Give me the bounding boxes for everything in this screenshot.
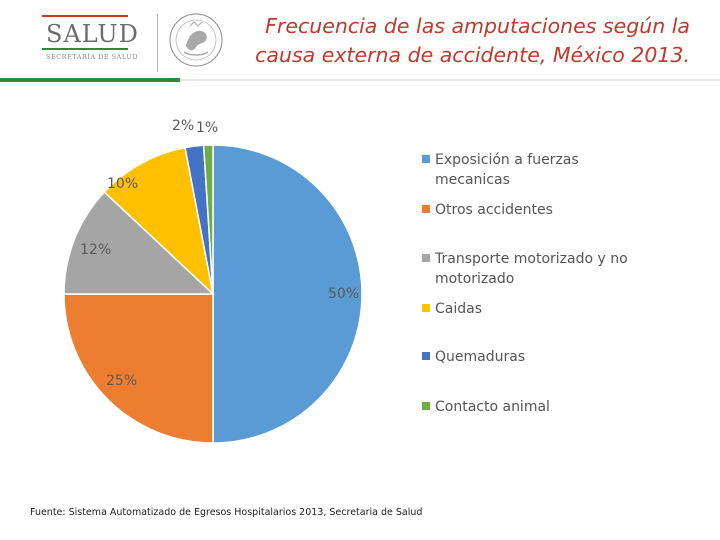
pie-slice-mecanicas: [212, 144, 363, 444]
pie-label-caidas: 10%: [107, 176, 139, 192]
source-note: Fuente: Sistema Automatizado de Egresos …: [30, 507, 423, 518]
logo-subtitle: SECRETARÍA DE SALUD: [46, 53, 139, 61]
legend-label-contacto: Contacto animal: [435, 399, 550, 415]
legend-swatch-contacto: [422, 402, 430, 410]
pie-slice-otros: [63, 293, 214, 444]
legend-swatch-otros: [422, 205, 430, 213]
legend-swatch-mecanicas: [422, 155, 430, 163]
legend-swatch-caidas: [422, 304, 430, 312]
title-line-2: causa externa de accidente, México 2013.: [255, 43, 690, 67]
title-line-1: Frecuencia de las amputaciones según la: [265, 14, 690, 38]
header-separator: [157, 14, 158, 72]
pie-slice-transporte: [63, 190, 215, 295]
logo-rule-top: [42, 15, 128, 17]
legend-label-transporte: Transporte motorizado y no motorizado: [435, 251, 628, 287]
legend-label-otros: Otros accidentes: [435, 202, 553, 218]
pie-label-quemaduras: 2%: [172, 118, 195, 134]
logo-text: SALUD: [46, 20, 139, 48]
pie-label-contacto: 1%: [196, 120, 219, 136]
header-band-green: [0, 78, 180, 82]
pie-slice-caidas: [103, 146, 215, 297]
legend-label-quemaduras: Quemaduras: [435, 349, 526, 365]
header-band: [0, 78, 720, 82]
legend-label-mecanicas: Exposición a fuerzas mecanicas: [435, 152, 579, 188]
mexico-seal-icon: [169, 13, 223, 67]
page-title: Frecuencia de las amputaciones según la …: [210, 12, 690, 70]
header-band-light: [180, 79, 720, 81]
legend-label-caidas: Caidas: [435, 301, 483, 317]
pie-label-transporte: 12%: [80, 242, 112, 258]
logo-rule-middle: [42, 48, 128, 50]
pie-label-otros: 25%: [106, 373, 138, 389]
pie-slice-contacto: [202, 144, 214, 295]
legend-swatch-quemaduras: [422, 352, 430, 360]
legend-swatch-transporte: [422, 254, 430, 262]
pie-label-mecanicas: 50%: [328, 286, 360, 302]
